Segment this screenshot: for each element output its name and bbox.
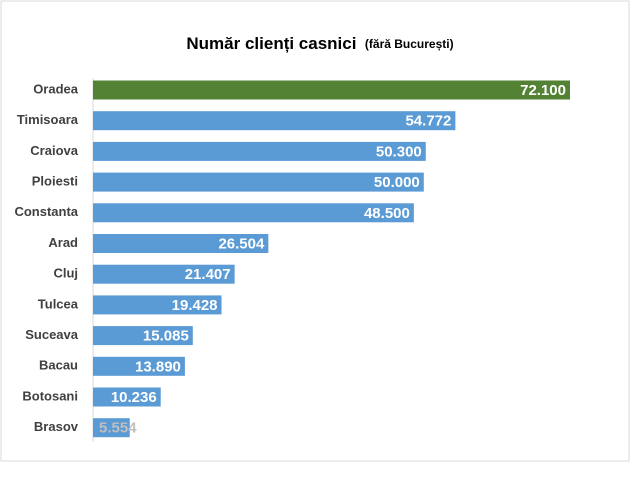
value-label: 50.300 xyxy=(376,143,422,160)
chart-frame xyxy=(0,0,630,462)
bar xyxy=(93,234,269,253)
category-label: Bacau xyxy=(39,358,78,373)
bar xyxy=(93,264,235,284)
value-label: 21.407 xyxy=(185,266,231,283)
category-label: Oradea xyxy=(33,81,79,96)
category-label: Cluj xyxy=(53,266,78,281)
value-label: 50.000 xyxy=(374,174,420,191)
category-label: Tulcea xyxy=(38,296,79,311)
value-label: 13.890 xyxy=(135,358,181,375)
bar xyxy=(93,141,426,161)
bar xyxy=(93,203,414,223)
category-label: Constanta xyxy=(14,204,78,219)
bar xyxy=(93,172,424,192)
subtitle: (fără București) xyxy=(365,37,454,51)
value-label: 26.504 xyxy=(218,235,265,252)
category-label: Timisoara xyxy=(17,112,79,127)
bar xyxy=(93,111,456,131)
value-label: 54.772 xyxy=(405,113,451,130)
value-label: 72.100 xyxy=(520,82,566,99)
bar xyxy=(93,80,570,100)
value-label: 5.554 xyxy=(99,420,137,437)
category-label: Ploiesti xyxy=(32,174,78,189)
category-label: Suceava xyxy=(25,327,79,342)
title: Număr clienți casnici xyxy=(186,34,356,53)
bar xyxy=(93,356,185,376)
value-label: 15.085 xyxy=(143,328,189,345)
chart-title: Număr clienți casnici (fără București) xyxy=(186,34,453,53)
value-label: 48.500 xyxy=(364,205,410,222)
bar xyxy=(93,387,161,407)
value-label: 10.236 xyxy=(111,389,157,406)
category-label: Botosani xyxy=(22,388,78,403)
category-label: Craiova xyxy=(30,143,78,158)
category-label: Arad xyxy=(48,235,78,250)
bar xyxy=(93,326,193,346)
bar xyxy=(93,295,222,315)
category-label: Brasov xyxy=(34,419,79,434)
value-label: 19.428 xyxy=(172,297,218,314)
bar xyxy=(93,418,130,438)
